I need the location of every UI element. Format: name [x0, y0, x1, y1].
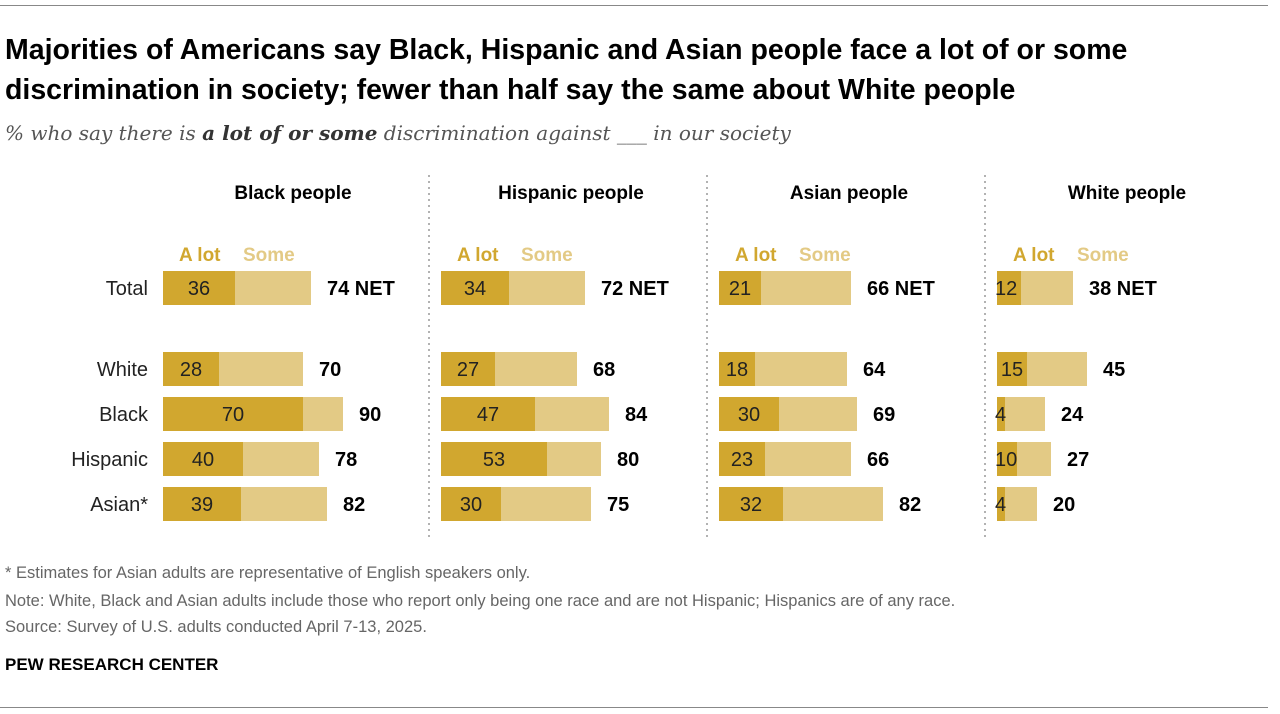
bar-label-a-lot: 30	[460, 494, 482, 516]
bar-a-lot	[719, 271, 761, 305]
bar-a-lot	[997, 271, 1021, 305]
subtitle-post: discrimination against ___ in our societ…	[377, 121, 791, 145]
footnote-note: Note: White, Black and Asian adults incl…	[5, 592, 956, 610]
legend-a-lot: A lot	[457, 245, 499, 266]
bar-a-lot	[997, 397, 1005, 431]
bar-a-lot	[163, 271, 235, 305]
bar-label-net: 66 NET	[867, 278, 935, 300]
legend-a-lot: A lot	[1013, 245, 1055, 266]
bar-a-lot	[163, 442, 243, 476]
bar-label-a-lot: 34	[464, 278, 486, 300]
bar-label-a-lot: 21	[729, 278, 751, 300]
chart-subtitle: % who say there is a lot of or some disc…	[5, 121, 791, 145]
panel-title: Black people	[234, 183, 351, 204]
bar-label-net: 66	[867, 449, 889, 471]
bar-label-a-lot: 40	[192, 449, 214, 471]
legend-some: Some	[521, 245, 573, 266]
category-label: Hispanic	[71, 449, 148, 471]
bar-label-net: 68	[593, 359, 615, 381]
bar-label-a-lot: 4	[995, 404, 1006, 426]
top-rule	[0, 5, 1268, 6]
legend-some: Some	[243, 245, 295, 266]
bar-a-lot	[997, 487, 1005, 521]
bar-label-a-lot: 70	[222, 404, 244, 426]
bar-a-lot	[441, 442, 547, 476]
panel-title: Hispanic people	[498, 183, 644, 204]
bar-a-lot	[719, 397, 779, 431]
bar-label-net: 74 NET	[327, 278, 395, 300]
category-label: White	[97, 359, 148, 381]
bar-label-net: 84	[625, 404, 648, 426]
category-label: Total	[106, 278, 148, 300]
bar-label-a-lot: 15	[1001, 359, 1023, 381]
bar-a-lot	[719, 487, 783, 521]
subtitle-bold: a lot of or some	[202, 121, 378, 145]
bar-a-lot	[163, 487, 241, 521]
bar-label-a-lot: 23	[731, 449, 753, 471]
bar-label-a-lot: 30	[738, 404, 760, 426]
legend-some: Some	[799, 245, 851, 266]
bar-a-lot	[997, 352, 1027, 386]
bar-label-a-lot: 28	[180, 359, 202, 381]
bar-label-a-lot: 12	[995, 278, 1017, 300]
bar-label-net: 82	[343, 494, 365, 516]
bar-a-lot	[441, 487, 501, 521]
footnote-source: Source: Survey of U.S. adults conducted …	[5, 618, 427, 636]
bar-a-lot	[719, 352, 755, 386]
bar-label-net: 69	[873, 404, 895, 426]
legend-a-lot: A lot	[179, 245, 221, 266]
legend-some: Some	[1077, 245, 1129, 266]
bar-label-a-lot: 4	[995, 494, 1006, 516]
panel-title: Asian people	[790, 183, 908, 204]
bar-label-net: 78	[335, 449, 357, 471]
bar-label-a-lot: 47	[477, 404, 499, 426]
bar-label-net: 45	[1103, 359, 1125, 381]
bar-label-net: 82	[899, 494, 921, 516]
bar-label-a-lot: 39	[191, 494, 213, 516]
bar-label-net: 38 NET	[1089, 278, 1157, 300]
bar-label-a-lot: 18	[726, 359, 748, 381]
bar-a-lot	[163, 397, 303, 431]
bar-label-a-lot: 10	[995, 449, 1017, 471]
category-label: Black	[99, 404, 149, 426]
chart-title: Majorities of Americans say Black, Hispa…	[5, 34, 1128, 106]
bar-label-net: 27	[1067, 449, 1089, 471]
bar-label-net: 64	[863, 359, 886, 381]
footnote-asian: * Estimates for Asian adults are represe…	[5, 564, 531, 582]
bar-label-net: 90	[359, 404, 381, 426]
bar-a-lot	[719, 442, 765, 476]
bar-label-net: 70	[319, 359, 341, 381]
bar-label-a-lot: 32	[740, 494, 762, 516]
bar-a-lot	[441, 397, 535, 431]
bar-a-lot	[441, 352, 495, 386]
bottom-rule	[0, 707, 1268, 708]
legend-a-lot: A lot	[735, 245, 777, 266]
bar-label-a-lot: 27	[457, 359, 479, 381]
bar-a-lot	[441, 271, 509, 305]
panel-title: White people	[1068, 183, 1186, 204]
category-label: Asian*	[90, 494, 148, 516]
bar-label-net: 20	[1053, 494, 1075, 516]
bar-label-net: 80	[617, 449, 639, 471]
bar-label-a-lot: 36	[188, 278, 210, 300]
bar-a-lot	[997, 442, 1017, 476]
bar-label-net: 75	[607, 494, 629, 516]
bar-label-net: 24	[1061, 404, 1084, 426]
bar-a-lot	[163, 352, 219, 386]
brand-logo-text: PEW RESEARCH CENTER	[5, 655, 219, 674]
bar-label-net: 72 NET	[601, 278, 669, 300]
bar-label-a-lot: 53	[483, 449, 505, 471]
subtitle-pre: % who say there is	[5, 121, 203, 145]
